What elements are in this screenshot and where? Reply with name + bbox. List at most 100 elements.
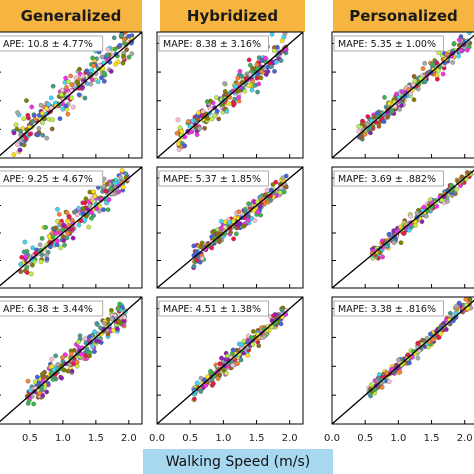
data-point [217,372,223,378]
data-point [269,64,274,70]
data-point [58,245,63,251]
data-point [186,119,191,124]
data-point [199,256,205,261]
data-point [182,143,187,149]
data-point [278,58,284,63]
data-point [232,96,238,102]
data-point [122,314,127,320]
data-point [74,79,80,85]
data-point [386,379,392,384]
mape-annotation-text: APE: 6.38 ± 3.44% [3,304,93,315]
data-point [105,46,111,52]
data-point [371,114,377,120]
data-point [84,347,90,352]
data-point [111,35,117,41]
data-point [396,357,401,363]
data-point [61,367,67,373]
data-point [250,342,256,347]
data-point [226,220,232,226]
data-point [273,179,279,185]
data-point [245,353,251,358]
data-point [49,356,55,362]
data-point [268,187,274,193]
data-point [424,335,430,341]
data-point [368,130,373,136]
data-point [83,340,89,346]
data-point [456,37,462,43]
data-point [60,227,65,233]
data-point [116,318,122,324]
data-point [28,388,33,393]
data-point [242,88,248,94]
data-point [106,197,112,203]
x-tick-label: 0.5 [357,433,373,444]
data-point [94,206,100,211]
data-point [28,271,34,277]
data-point [60,87,65,93]
data-point [70,235,76,241]
data-point [377,250,383,256]
mape-annotation: MAPE: 3.38 ± .816% [333,300,444,317]
data-point [115,326,120,332]
data-point [444,327,449,332]
data-point [69,82,75,88]
data-point [251,329,256,334]
data-point [249,87,255,93]
data-point [422,60,428,66]
data-point [90,77,95,83]
data-point [48,370,54,376]
data-point [48,95,54,101]
data-point [376,376,381,381]
data-point [263,72,269,77]
data-point [31,401,37,407]
data-point [75,212,80,218]
scatter-panel-r2-c0: APE: 6.38 ± 3.44% 0.5 1.0 1.5 2.0 [0,296,143,444]
annotation-box [0,300,104,317]
data-point [44,252,49,258]
data-point [212,113,218,119]
data-point [217,361,223,367]
data-point [115,306,121,312]
data-point [95,322,100,327]
data-point [11,130,17,136]
data-point [91,63,96,69]
data-point [50,83,56,89]
data-point [247,62,253,68]
data-point [273,59,279,65]
data-point [57,116,63,121]
data-point [89,344,95,349]
data-point [44,135,50,141]
data-point [415,355,421,361]
data-point [64,210,70,216]
data-point [448,182,454,188]
data-point [196,110,201,116]
data-point [90,55,95,61]
data-point [191,243,197,249]
identity-line [332,169,474,288]
data-point [209,116,215,122]
scatter-panel-r0-c1: MAPE: 8.38 ± 3.16% [156,31,304,159]
data-point [38,259,44,265]
data-point [102,70,107,76]
identity-line [332,299,474,424]
data-point [101,78,107,84]
data-point [50,117,55,123]
data-point [242,207,248,212]
data-point [74,359,80,365]
data-point [208,98,213,104]
data-point [62,242,67,248]
x-tick-label: 1.0 [390,433,406,444]
data-point [376,123,382,129]
data-point [245,217,251,223]
data-point [89,215,94,221]
data-point [129,51,135,57]
data-point [69,351,74,357]
data-point [218,218,224,224]
annotation-box [0,35,104,52]
data-point [256,81,262,87]
data-point [397,369,403,375]
x-tick-label: 2.0 [282,433,298,444]
annotation-box [333,170,444,187]
data-point [118,32,124,38]
